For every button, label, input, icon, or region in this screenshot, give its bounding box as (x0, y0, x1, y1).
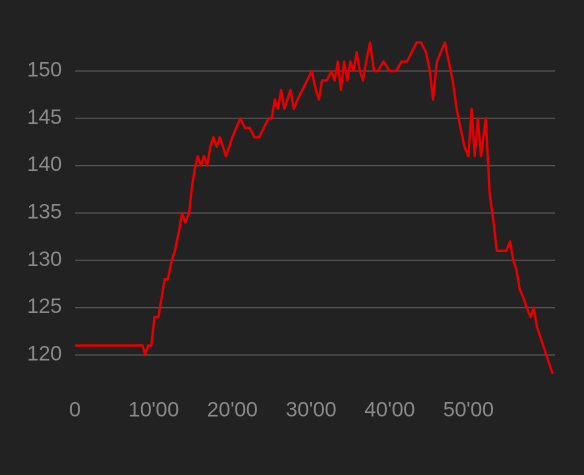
x-tick-label: 20'00 (207, 399, 258, 422)
x-tick-label: 30'00 (286, 399, 337, 422)
x-tick-label: 40'00 (364, 399, 415, 422)
y-tick-label: 135 (27, 201, 62, 224)
x-tick-label: 0 (69, 399, 81, 422)
y-tick-label: 150 (27, 59, 62, 82)
x-tick-label: 10'00 (128, 399, 179, 422)
data-line (75, 41, 554, 375)
y-tick-label: 125 (27, 295, 62, 318)
y-tick-label: 145 (27, 106, 62, 129)
y-tick-label: 140 (27, 153, 62, 176)
y-tick-label: 120 (27, 343, 62, 366)
x-tick-label: 50'00 (443, 399, 494, 422)
y-tick-label: 130 (27, 248, 62, 271)
